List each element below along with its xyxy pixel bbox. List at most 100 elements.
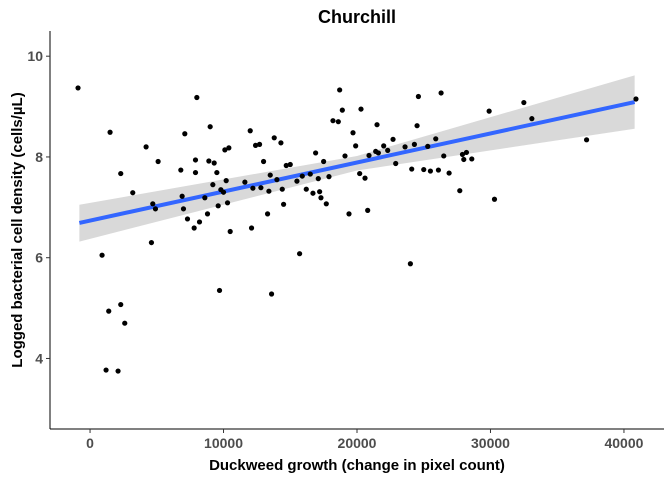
data-point bbox=[242, 179, 248, 185]
data-point bbox=[415, 93, 421, 100]
data-point bbox=[278, 140, 284, 146]
data-point bbox=[107, 129, 113, 135]
y-tick-label: 10 bbox=[27, 48, 43, 64]
data-point bbox=[184, 216, 191, 222]
data-point bbox=[469, 156, 475, 162]
x-axis-ticks: 0 10000 20000 30000 40000 bbox=[86, 429, 644, 451]
data-point bbox=[194, 94, 200, 101]
data-point bbox=[248, 225, 255, 231]
data-point bbox=[224, 200, 231, 206]
data-point bbox=[118, 170, 124, 177]
data-point bbox=[335, 119, 341, 125]
data-point bbox=[457, 188, 463, 194]
data-point bbox=[357, 170, 363, 177]
data-point bbox=[214, 169, 220, 176]
data-point bbox=[407, 261, 413, 267]
data-point bbox=[192, 169, 199, 176]
data-point bbox=[441, 153, 447, 159]
data-point bbox=[216, 287, 223, 294]
data-point bbox=[115, 368, 121, 374]
data-point bbox=[427, 168, 434, 174]
data-point bbox=[222, 147, 228, 153]
data-point bbox=[317, 189, 323, 195]
data-point bbox=[271, 135, 277, 141]
x-tick-label: 40000 bbox=[604, 435, 643, 451]
data-point bbox=[358, 106, 364, 112]
data-point bbox=[463, 149, 470, 156]
data-point bbox=[220, 189, 227, 195]
data-point bbox=[421, 166, 427, 173]
data-point bbox=[459, 151, 466, 158]
data-point bbox=[446, 170, 452, 176]
confidence-band-layer bbox=[79, 75, 635, 242]
chart-title: Churchill bbox=[318, 7, 396, 27]
data-point bbox=[307, 171, 313, 177]
data-point bbox=[152, 206, 159, 212]
data-point bbox=[283, 162, 289, 169]
data-point bbox=[353, 143, 359, 149]
data-point bbox=[279, 186, 285, 192]
x-tick-label: 10000 bbox=[204, 435, 243, 451]
data-point bbox=[390, 136, 396, 142]
data-point bbox=[435, 167, 442, 173]
data-point bbox=[385, 147, 391, 153]
data-point bbox=[180, 206, 187, 212]
data-point bbox=[313, 150, 319, 156]
data-point bbox=[337, 87, 343, 93]
y-tick-label: 8 bbox=[35, 149, 43, 165]
data-point bbox=[365, 207, 371, 213]
data-point bbox=[330, 118, 336, 124]
data-point bbox=[148, 239, 155, 246]
data-point bbox=[583, 137, 590, 143]
trend-line bbox=[78, 100, 636, 225]
data-point bbox=[155, 158, 161, 165]
data-point bbox=[409, 166, 415, 172]
data-point bbox=[178, 167, 184, 173]
data-point bbox=[402, 144, 408, 150]
data-point bbox=[346, 211, 352, 217]
data-point bbox=[339, 107, 345, 113]
data-point bbox=[192, 157, 199, 163]
data-point bbox=[425, 143, 431, 149]
data-point bbox=[103, 367, 109, 373]
x-tick-label: 0 bbox=[86, 435, 94, 451]
data-point bbox=[303, 186, 309, 192]
data-point bbox=[191, 225, 197, 231]
data-point bbox=[99, 252, 105, 258]
data-point bbox=[206, 158, 212, 164]
data-point bbox=[268, 291, 275, 297]
data-point bbox=[122, 320, 128, 326]
data-points-layer bbox=[75, 85, 639, 374]
data-point bbox=[486, 108, 492, 114]
data-point bbox=[106, 308, 112, 314]
data-point bbox=[210, 182, 216, 188]
x-axis-title: Duckweed growth (change in pixel count) bbox=[209, 457, 505, 474]
data-point bbox=[321, 158, 327, 165]
data-point bbox=[299, 173, 305, 179]
data-point bbox=[375, 150, 381, 156]
data-point bbox=[529, 116, 535, 122]
data-point bbox=[318, 195, 324, 201]
data-point bbox=[342, 153, 348, 159]
data-point bbox=[326, 174, 332, 180]
data-point bbox=[374, 122, 380, 128]
data-point bbox=[215, 203, 221, 209]
data-point bbox=[491, 196, 498, 202]
x-tick-label: 30000 bbox=[471, 435, 510, 451]
data-point bbox=[202, 195, 208, 201]
data-point bbox=[433, 136, 439, 142]
data-point bbox=[227, 228, 233, 235]
data-point bbox=[179, 193, 185, 199]
data-point bbox=[267, 172, 273, 178]
data-point bbox=[280, 201, 287, 207]
data-point bbox=[294, 178, 300, 184]
data-point bbox=[258, 185, 264, 191]
data-point bbox=[438, 90, 444, 96]
data-point bbox=[118, 301, 124, 308]
data-point bbox=[207, 124, 213, 130]
data-point bbox=[204, 211, 211, 217]
data-point bbox=[260, 158, 267, 165]
data-point bbox=[297, 251, 303, 257]
data-point bbox=[150, 201, 156, 207]
data-point bbox=[381, 143, 387, 149]
